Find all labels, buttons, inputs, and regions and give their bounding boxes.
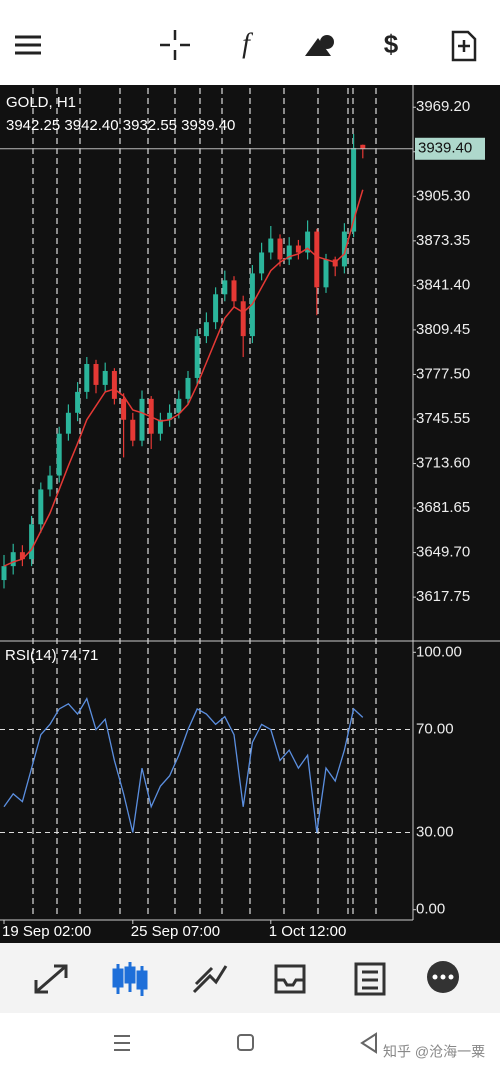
candle-body [121, 398, 127, 420]
y-tick-label: 3617.75 [416, 588, 470, 605]
candle-body [314, 231, 320, 288]
quotes-icon[interactable] [34, 964, 68, 994]
candle-body [213, 294, 219, 323]
top-bar [0, 0, 500, 85]
y-tick-label: 3873.35 [416, 232, 470, 249]
y-tick-label: 0.00 [416, 901, 445, 918]
candle-body [194, 336, 200, 378]
candle-body [29, 524, 35, 560]
y-tick-label: 3809.45 [416, 321, 470, 338]
system-nav-icons[interactable] [114, 1032, 377, 1054]
candle-body [268, 238, 274, 253]
candle-body [360, 144, 366, 149]
y-tick-label: 3905.30 [416, 187, 470, 204]
menu-icon[interactable] [15, 35, 41, 55]
candle-body [351, 147, 357, 232]
candle-body [185, 377, 191, 399]
candle-body [93, 364, 99, 385]
price-label: 3939.40 [418, 140, 472, 157]
trade-tab-icon[interactable] [192, 965, 228, 994]
x-tick-label: 19 Sep 02:00 [2, 923, 91, 940]
objects-icon[interactable] [305, 35, 334, 56]
chart-title: GOLD, H1 [6, 94, 76, 111]
candle-body [130, 419, 136, 441]
watermark: 知乎 @沧海一粟 [383, 1044, 485, 1060]
candle-body [19, 552, 25, 560]
y-tick-label: 3777.50 [416, 365, 470, 382]
candle-body [56, 433, 62, 476]
y-tick-label: 70.00 [416, 720, 454, 737]
x-tick-label: 25 Sep 07:00 [131, 923, 220, 940]
y-tick-label: 3745.55 [416, 410, 470, 427]
candle-body [102, 370, 108, 385]
system-nav [0, 1013, 500, 1074]
candle-body [167, 412, 173, 420]
moving-average [3, 189, 364, 567]
candle-body [286, 245, 292, 260]
crosshair-icon[interactable] [160, 30, 190, 60]
candle-body [323, 259, 329, 288]
candle-body [231, 280, 237, 302]
y-tick-label: 30.00 [416, 823, 454, 840]
candle-body [38, 489, 44, 525]
x-tick-label: 1 Oct 12:00 [269, 923, 347, 940]
candle-body [111, 370, 117, 399]
candle-body [259, 252, 265, 274]
new-order-icon[interactable] [451, 30, 477, 62]
y-tick-label: 3649.70 [416, 544, 470, 561]
candle-body [139, 398, 145, 441]
candle-body [203, 322, 209, 337]
candle-body [240, 301, 246, 337]
candle-body [84, 364, 90, 392]
y-tick-label: 3969.20 [416, 98, 470, 115]
candle-body [176, 398, 182, 413]
y-tick-label: 3713.60 [416, 454, 470, 471]
y-tick-label: 100.00 [416, 643, 462, 660]
candle-body [1, 566, 7, 581]
candle-body [295, 245, 301, 253]
price-label-box [415, 137, 485, 160]
chat-icon[interactable] [427, 961, 459, 993]
candle-body [75, 391, 81, 413]
candle-body [47, 475, 53, 490]
indicator-title: RSI(14) 74.71 [5, 647, 98, 664]
y-tick-label: 3681.65 [416, 499, 470, 516]
news-icon[interactable] [354, 962, 386, 996]
candle-body [10, 552, 16, 567]
candle-body [341, 231, 347, 267]
trade-icon[interactable]: $ [384, 29, 399, 59]
bottom-nav [0, 943, 500, 1013]
history-icon[interactable] [274, 964, 306, 994]
candle-body [305, 231, 311, 253]
y-tick-label: 3841.40 [416, 276, 470, 293]
candle-body [157, 419, 163, 434]
ohlc: 3942.25 3942.40 3932.55 3939.40 [6, 117, 235, 134]
candle-body [222, 280, 228, 295]
candle-body [65, 412, 71, 434]
indicator-icon[interactable]: f [242, 28, 253, 59]
candle-body [277, 238, 283, 260]
chart-tab-icon[interactable] [112, 962, 148, 996]
rsi-line [3, 697, 364, 833]
